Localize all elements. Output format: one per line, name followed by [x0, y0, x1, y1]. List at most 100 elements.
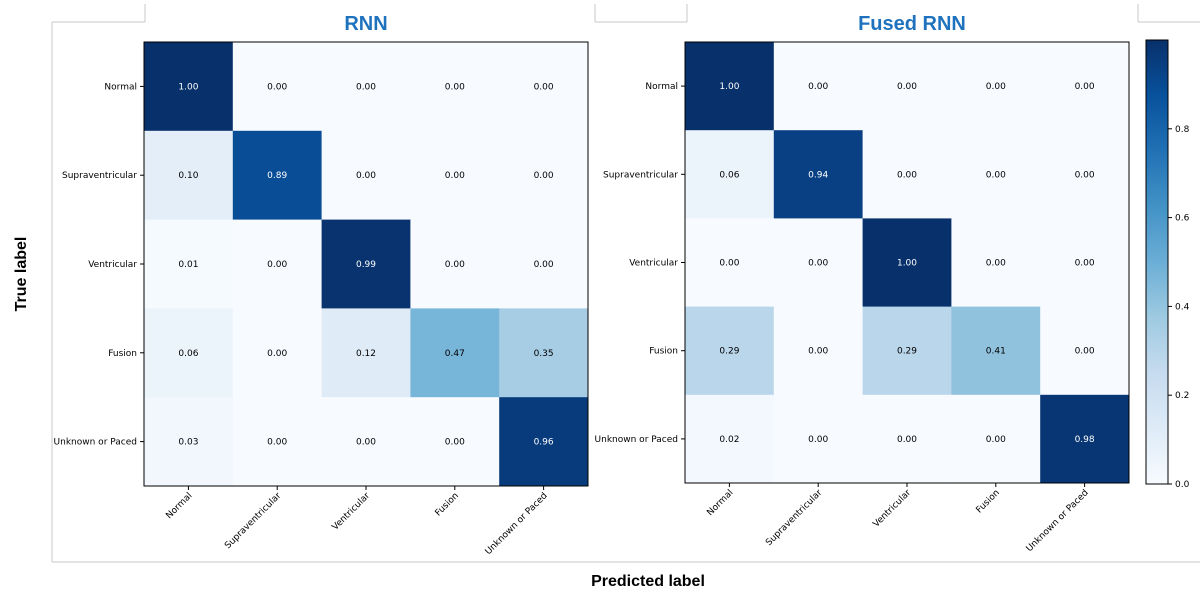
rnn-cell-label-r1-c3: 0.00: [445, 171, 465, 181]
fused-rnn-cell-r0-c3: [951, 42, 1041, 131]
rnn-cell-r2-c2: [321, 219, 411, 309]
fused-rnn-cell-r1-c2: [862, 130, 952, 219]
fused-rnn-cell-label-r0-c3: 0.00: [986, 82, 1006, 92]
fused-rnn-cell-r0-c0: [685, 42, 775, 131]
fused-rnn-y-tick-normal: Normal: [645, 82, 678, 92]
fused-rnn-cell-r4-c1: [773, 394, 864, 484]
fused-rnn-plot-frame: [684, 41, 1130, 484]
colorbar-tick-label-2: 0.4: [1175, 302, 1190, 312]
rnn-cell-label-r4-c3: 0.00: [445, 438, 465, 448]
rnn-cell-label-r0-c3: 0.00: [445, 82, 465, 92]
fused-rnn-cell-r1-c0: [685, 130, 775, 219]
rnn-cell-r3-c1: [232, 308, 323, 398]
fused-rnn-cell-r1-c3: [951, 130, 1041, 219]
fused-rnn-cell-r2-c4: [1040, 218, 1130, 308]
fused-rnn-cell-r3-c2: [862, 306, 952, 396]
rnn-cell-r0-c3: [410, 42, 500, 132]
fused-rnn-cell-label-r2-c4: 0.00: [1075, 259, 1095, 269]
rnn-cell-label-r3-c1: 0.00: [267, 349, 287, 359]
rnn-cell-r3-c2: [321, 308, 411, 398]
rnn-cell-r0-c1: [232, 42, 323, 132]
rnn-cell-r2-c4: [499, 219, 589, 309]
rnn-cell-label-r2-c3: 0.00: [445, 260, 465, 270]
rnn-cell-r3-c3: [410, 308, 500, 398]
rnn-cell-r4-c2: [321, 397, 411, 487]
rnn-y-tick-ventricular: Ventricular: [88, 260, 137, 270]
fused-rnn-y-ticks: Normal Supraventricular Ventricular Fusion U…: [595, 82, 685, 445]
x-axis-label: Predicted label: [591, 573, 705, 590]
rnn-cell-r1-c0: [144, 130, 234, 221]
fused-rnn-cell-label-r3-c4: 0.00: [1075, 347, 1095, 357]
fused-rnn-cell-r4-c2: [862, 394, 952, 484]
rnn-x-tick-fusion: Fusion: [433, 491, 460, 518]
rnn-x-tick-supraventricular: Supraventricular: [223, 491, 283, 551]
fused-rnn-cell-r4-c0: [685, 394, 775, 484]
rnn-cell-r4-c0: [144, 397, 234, 487]
rnn-cell-r0-c2: [321, 42, 411, 132]
rnn-cell-label-r1-c0: 0.10: [178, 171, 198, 181]
rnn-cell-label-r0-c4: 0.00: [534, 82, 554, 92]
rnn-cell-label-r4-c4: 0.96: [534, 438, 554, 448]
fused-rnn-confusion-matrix: Fused RNN 1.00 0.00 0.00 0.00 0.00 0.06 0.94 0.…: [595, 13, 1130, 554]
rnn-cell-r3-c0: [144, 308, 234, 398]
rnn-cell-label-r4-c1: 0.00: [267, 438, 287, 448]
fused-rnn-x-tick-supraventricular: Supraventricular: [764, 488, 824, 548]
fused-rnn-cell-r0-c1: [773, 42, 864, 131]
rnn-x-ticks: Normal Supraventricular Ventricular Fusion U…: [164, 486, 550, 557]
fused-rnn-cell-label-r4-c2: 0.00: [897, 435, 917, 445]
rnn-cell-label-r3-c0: 0.06: [178, 349, 198, 359]
rnn-cell-r1-c2: [321, 130, 411, 221]
fused-rnn-cell-r2-c2: [862, 218, 952, 308]
fused-rnn-y-tick-ventricular: Ventricular: [629, 259, 678, 269]
colorbar-tick-label-1: 0.2: [1175, 391, 1189, 401]
rnn-cell-r3-c4: [499, 308, 589, 398]
rnn-y-tick-normal: Normal: [104, 82, 137, 92]
rnn-y-tick-fusion: Fusion: [108, 349, 137, 359]
fused-rnn-x-tick-normal: Normal: [705, 488, 735, 518]
fused-rnn-cell-r0-c4: [1040, 42, 1130, 131]
fused-rnn-cell-r2-c3: [951, 218, 1041, 308]
fused-rnn-x-tick-fusion: Fusion: [974, 488, 1001, 515]
fused-rnn-x-tick-unknown-or-paced: Unknown or Paced: [1025, 488, 1091, 554]
rnn-cell-label-r3-c2: 0.12: [356, 349, 376, 359]
rnn-cell-label-r0-c0: 1.00: [178, 82, 198, 92]
rnn-x-tick-ventricular: Ventricular: [331, 491, 373, 533]
fused-rnn-cell-r2-c0: [685, 218, 775, 308]
rnn-y-tick-supraventricular: Supraventricular: [62, 171, 137, 181]
rnn-cell-r0-c0: [144, 42, 234, 132]
rnn-cell-label-r0-c1: 0.00: [267, 82, 287, 92]
fused-rnn-cell-label-r3-c1: 0.00: [808, 347, 828, 357]
rnn-y-ticks: Normal Supraventricular Ventricular Fusion U…: [54, 82, 144, 448]
fused-rnn-y-tick-fusion: Fusion: [649, 347, 678, 357]
fused-rnn-title: Fused RNN: [858, 13, 966, 35]
rnn-cell-label-r2-c0: 0.01: [178, 260, 198, 270]
colorbar-ticks: 0.0 0.2 0.4 0.6 0.8: [1168, 125, 1190, 490]
fused-rnn-cell-label-r1-c2: 0.00: [897, 170, 917, 180]
fused-rnn-cell-label-r4-c3: 0.00: [986, 435, 1006, 445]
slide-frame: [51, 4, 1200, 563]
fused-rnn-cell-label-r2-c3: 0.00: [986, 259, 1006, 269]
rnn-cell-r4-c1: [232, 397, 323, 487]
rnn-cell-label-r3-c3: 0.47: [445, 349, 465, 359]
fused-rnn-cell-label-r3-c2: 0.29: [897, 347, 917, 357]
fused-rnn-cell-r3-c4: [1040, 306, 1130, 396]
rnn-cell-r4-c4: [499, 397, 589, 487]
fused-rnn-cells: [685, 42, 1130, 484]
colorbar-tick-label-0: 0.0: [1175, 480, 1190, 490]
fused-rnn-cell-r3-c1: [773, 306, 864, 396]
rnn-cells: [144, 42, 589, 487]
rnn-cell-label-r2-c4: 0.00: [534, 260, 554, 270]
rnn-cell-r1-c4: [499, 130, 589, 221]
rnn-cell-label-r1-c4: 0.00: [534, 171, 554, 181]
fused-rnn-cell-label-r0-c1: 0.00: [808, 82, 828, 92]
fused-rnn-cell-label-r2-c0: 0.00: [719, 259, 739, 269]
fused-rnn-cell-r1-c4: [1040, 130, 1130, 219]
rnn-cell-r2-c3: [410, 219, 500, 309]
rnn-title: RNN: [344, 13, 387, 35]
rnn-cell-r1-c1: [232, 130, 323, 221]
rnn-cell-label-r3-c4: 0.35: [534, 349, 554, 359]
fused-rnn-cell-label-r1-c3: 0.00: [986, 170, 1006, 180]
rnn-cell-label-r1-c2: 0.00: [356, 171, 376, 181]
fused-rnn-cell-label-r1-c4: 0.00: [1075, 170, 1095, 180]
